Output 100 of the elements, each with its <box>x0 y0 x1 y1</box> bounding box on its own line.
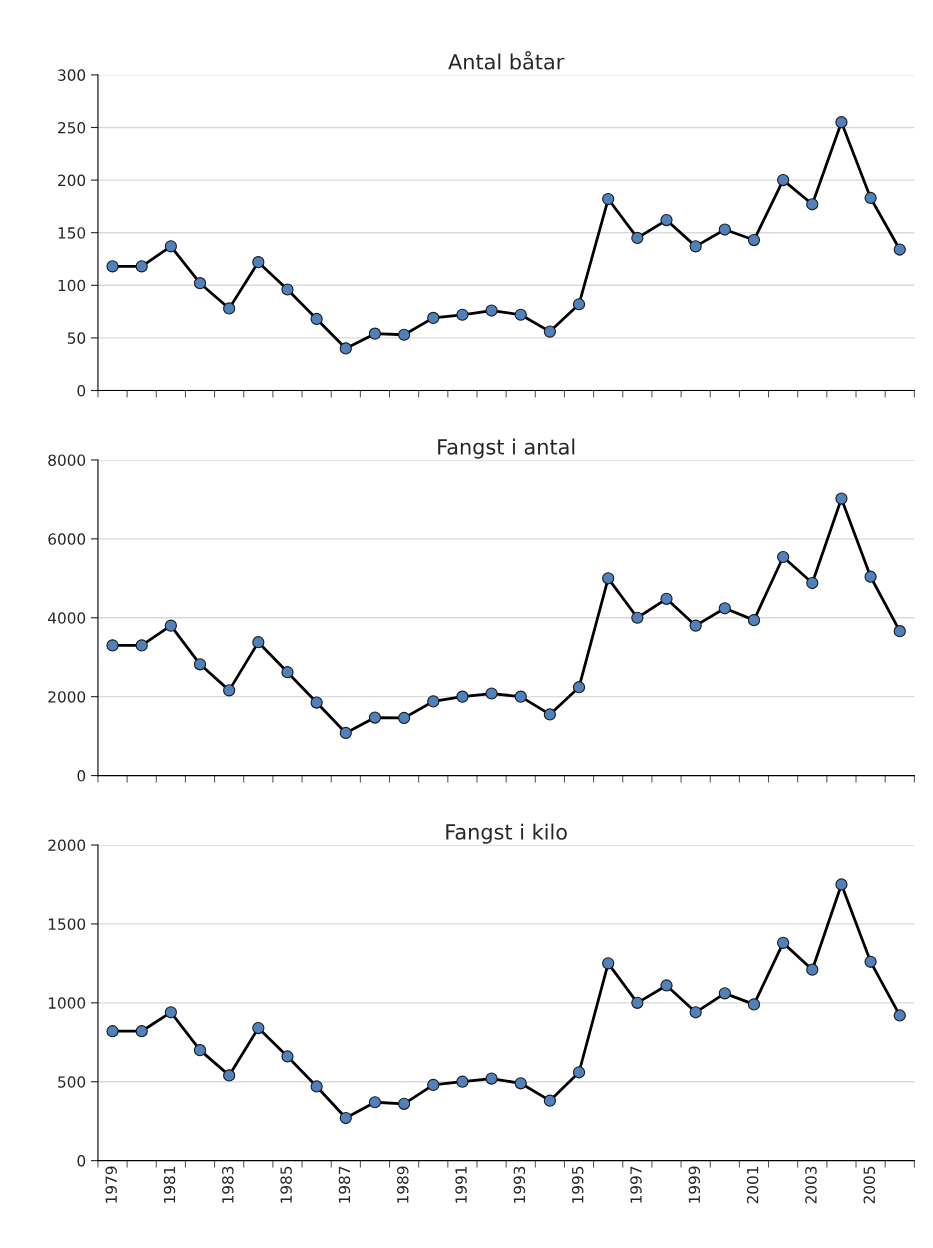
point <box>281 666 294 679</box>
point <box>456 308 469 321</box>
y-tick-label: 250 <box>58 121 86 134</box>
point <box>281 1050 294 1063</box>
y-tick-label: 50 <box>67 332 86 344</box>
point <box>631 231 644 245</box>
y-tick-label: 150 <box>58 227 86 239</box>
x-tick-label: 1991 <box>455 1166 467 1203</box>
point <box>514 308 527 321</box>
point <box>747 233 761 247</box>
point <box>281 283 294 296</box>
point <box>777 550 790 564</box>
point <box>427 311 440 325</box>
point <box>689 619 702 632</box>
point <box>397 711 411 725</box>
point <box>252 1021 265 1035</box>
point <box>718 602 731 615</box>
point <box>106 639 119 652</box>
point <box>660 979 673 992</box>
point <box>310 312 323 326</box>
point <box>339 342 352 355</box>
y-tick-label: 1500 <box>48 918 86 930</box>
point <box>397 1097 411 1110</box>
x-tick-label: 1989 <box>396 1166 409 1203</box>
point <box>193 658 207 671</box>
y-tick-label: 0 <box>77 1155 86 1167</box>
point <box>397 328 411 341</box>
point <box>223 302 236 315</box>
point <box>485 304 498 317</box>
x-tick-label: 1993 <box>513 1166 526 1203</box>
point <box>777 173 790 187</box>
point <box>572 681 586 694</box>
point <box>747 614 761 627</box>
point <box>252 636 265 649</box>
point <box>602 572 615 585</box>
x-tick-label: 1999 <box>688 1166 701 1203</box>
point <box>164 1006 177 1019</box>
point <box>456 690 469 703</box>
point <box>631 611 644 624</box>
x-tick-label: 1995 <box>571 1166 584 1203</box>
point <box>456 1075 469 1088</box>
point <box>893 1009 906 1022</box>
point <box>806 198 819 211</box>
point <box>718 223 731 236</box>
y-tick-label: 8000 <box>48 454 86 466</box>
point <box>368 1096 382 1109</box>
x-tick-label: 2003 <box>805 1166 817 1204</box>
y-tick-label: 6000 <box>48 533 86 545</box>
y-tick-label: 4000 <box>48 612 86 624</box>
point <box>368 327 382 340</box>
point <box>864 570 877 583</box>
point <box>193 1044 207 1057</box>
x-tick-label: 1987 <box>338 1166 351 1203</box>
point <box>368 711 382 724</box>
point <box>310 696 323 709</box>
point <box>631 996 644 1009</box>
point <box>660 213 673 227</box>
x-tick-label: 2005 <box>863 1166 876 1204</box>
point <box>689 1006 702 1019</box>
point <box>106 1025 119 1038</box>
point <box>514 690 527 703</box>
point <box>602 192 615 206</box>
point <box>135 1025 148 1038</box>
point <box>806 576 819 590</box>
point <box>747 998 761 1011</box>
point <box>660 592 673 605</box>
point <box>718 987 731 1000</box>
x-tick-label: 2001 <box>746 1166 759 1204</box>
point <box>223 1069 236 1082</box>
y-tick-label: 500 <box>58 1076 86 1088</box>
y-tick-label: 2000 <box>48 839 86 852</box>
chart-title: Fangst i antal <box>438 438 575 459</box>
point <box>835 116 848 129</box>
point <box>893 625 906 638</box>
point <box>864 191 877 205</box>
chart-title: Fangst i kilo <box>446 823 567 844</box>
point <box>485 687 498 700</box>
point <box>806 963 819 976</box>
chart-title: Antal båtar <box>448 51 565 70</box>
y-tick-label: 0 <box>77 770 86 782</box>
point <box>543 708 556 721</box>
y-tick-label: 1000 <box>48 997 86 1009</box>
y-tick-label: 2000 <box>48 691 86 703</box>
y-tick-label: 100 <box>58 279 86 292</box>
point <box>135 639 148 652</box>
point <box>223 684 236 697</box>
x-tick-label: 1979 <box>105 1166 117 1203</box>
point <box>427 695 440 708</box>
point <box>602 957 615 970</box>
point <box>193 277 207 290</box>
x-tick-label: 1981 <box>163 1166 176 1203</box>
point <box>135 260 148 273</box>
point <box>543 325 556 338</box>
x-tick-label: 1985 <box>280 1166 292 1203</box>
point <box>339 726 352 740</box>
point <box>835 492 848 505</box>
point <box>893 243 906 256</box>
point <box>485 1072 498 1085</box>
point <box>514 1077 527 1090</box>
point <box>252 256 265 269</box>
